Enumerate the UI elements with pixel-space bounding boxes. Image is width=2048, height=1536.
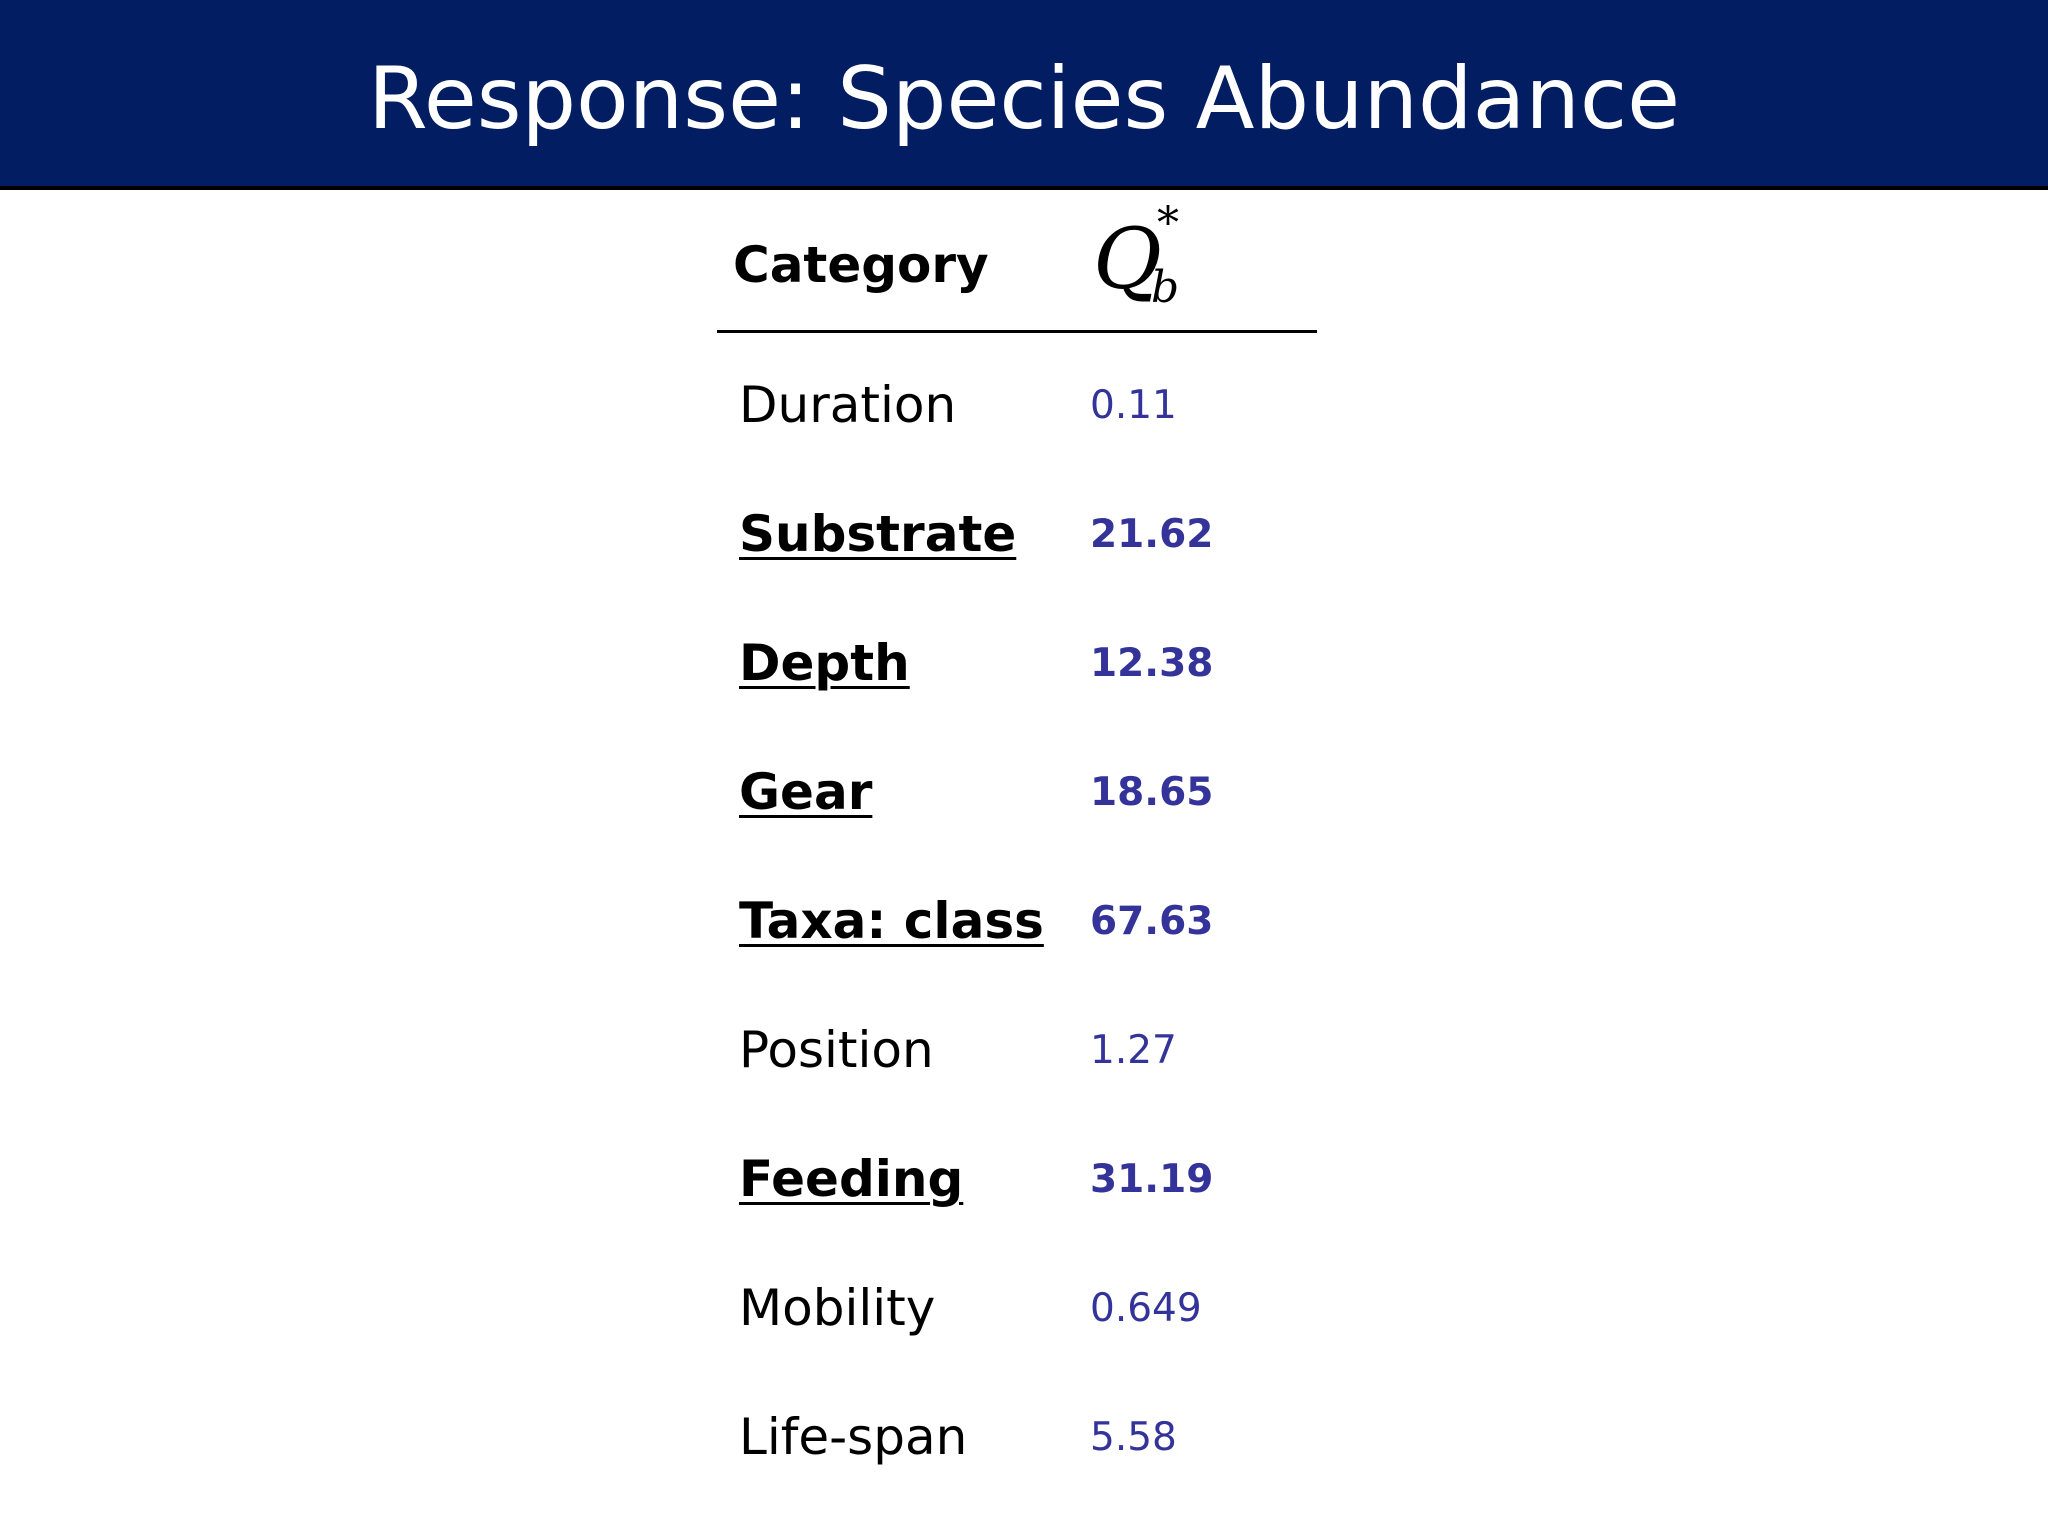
qb-value-cell: 5.58 xyxy=(1090,1415,1177,1460)
category-cell: Duration xyxy=(739,376,957,434)
table-row: Depth 12.38 xyxy=(717,628,1317,718)
qb-value-cell: 1.27 xyxy=(1090,1028,1177,1073)
qb-value-cell: 12.38 xyxy=(1090,641,1214,686)
qb-superscript: * xyxy=(1157,200,1179,249)
table-row: Taxa: class 67.63 xyxy=(717,886,1317,976)
qb-value-cell: 0.649 xyxy=(1090,1286,1202,1331)
category-cell: Feeding xyxy=(739,1150,964,1208)
category-cell: Substrate xyxy=(739,505,1017,563)
results-table: Category Q b * Duration 0.11 Substrate 21.6… xyxy=(717,200,1317,1536)
table-row: Position 1.27 xyxy=(717,1015,1317,1105)
column-header-category: Category xyxy=(733,236,989,294)
qb-value-cell: 18.65 xyxy=(1090,770,1214,815)
table-row: Feeding 31.19 xyxy=(717,1144,1317,1234)
column-header-qb-star: Q b * xyxy=(1093,200,1179,310)
header-divider xyxy=(717,330,1317,333)
category-cell: Life-span xyxy=(739,1408,968,1466)
category-cell: Mobility xyxy=(739,1279,936,1337)
qb-value-cell: 67.63 xyxy=(1090,899,1214,944)
table-row: Mobility 0.649 xyxy=(717,1273,1317,1363)
category-cell: Depth xyxy=(739,634,910,692)
qb-value-cell: 0.11 xyxy=(1090,383,1177,428)
category-cell: Taxa: class xyxy=(739,892,1044,950)
category-cell: Gear xyxy=(739,763,873,821)
qb-symbol: Q xyxy=(1093,210,1162,308)
table-row: Substrate 21.62 xyxy=(717,499,1317,589)
title-bar: Response: Species Abundance xyxy=(0,0,2048,190)
table-row: Gear 18.65 xyxy=(717,757,1317,847)
table-row: Duration 0.11 xyxy=(717,370,1317,460)
qb-subscript: b xyxy=(1151,262,1179,310)
qb-value-cell: 31.19 xyxy=(1090,1157,1214,1202)
slide-title: Response: Species Abundance xyxy=(367,49,1681,149)
category-cell: Position xyxy=(739,1021,934,1079)
table-row: Life-span 5.58 xyxy=(717,1402,1317,1492)
qb-value-cell: 21.62 xyxy=(1090,512,1214,557)
